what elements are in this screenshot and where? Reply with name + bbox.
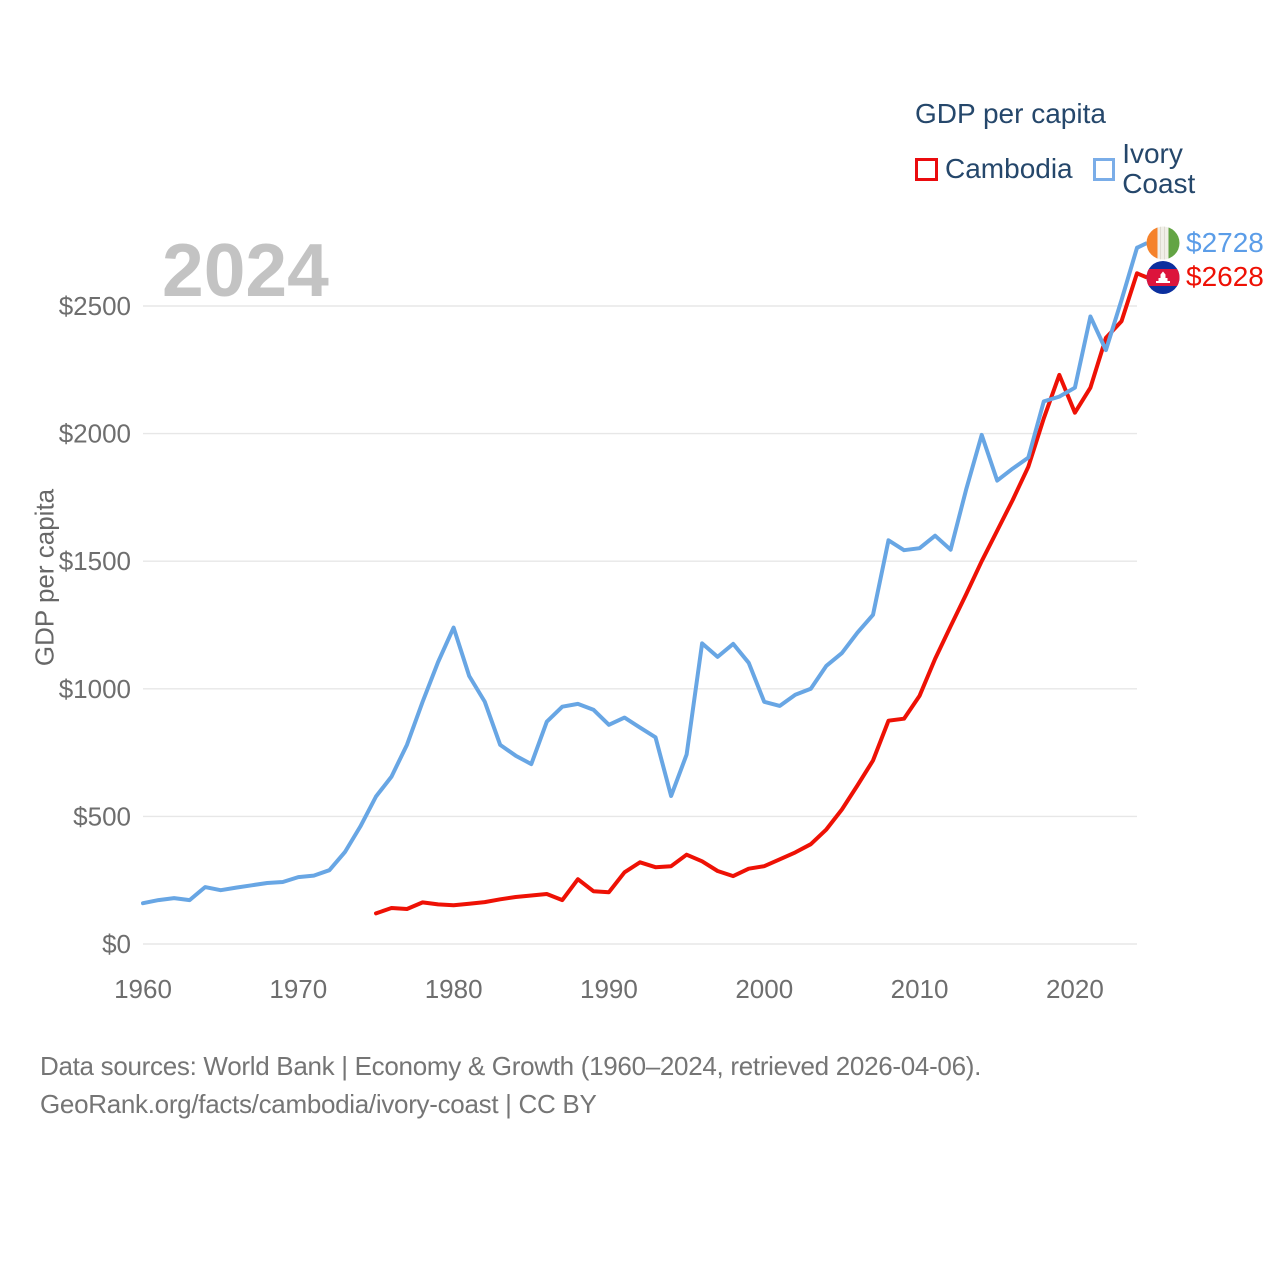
- footer-sources-line: Data sources: World Bank | Economy & Gro…: [40, 1051, 982, 1081]
- legend-title: GDP per capita: [915, 98, 1106, 129]
- legend-item-ivory-coast[interactable]: Ivory Coast: [1092, 138, 1260, 199]
- x-tick-label: 1960: [114, 974, 172, 1004]
- cambodia-connector: [1136, 271, 1148, 280]
- legend-item-cambodia[interactable]: Cambodia: [915, 154, 1073, 184]
- cambodia-flag-icon: [1146, 261, 1180, 294]
- y-tick-label: $2000: [59, 419, 131, 449]
- series-line-cambodia: [374, 271, 1139, 916]
- footer: Data sources: World Bank | Economy & Gro…: [40, 1047, 981, 1123]
- ivory-coast-swatch-icon: [1092, 157, 1116, 181]
- y-tick-label: $0: [102, 929, 131, 959]
- x-tick-label: 2020: [1046, 974, 1104, 1004]
- x-tick-label: 1990: [580, 974, 638, 1004]
- cambodia-end-value: $2628: [1186, 261, 1264, 292]
- x-tick-label: 1970: [269, 974, 327, 1004]
- y-tick-label: $2500: [59, 291, 131, 321]
- footer-attribution-line: GeoRank.org/facts/cambodia/ivory-coast |…: [40, 1089, 597, 1119]
- cambodia-swatch-icon: [915, 157, 938, 181]
- ivory-coast-end-value: $2728: [1186, 227, 1264, 258]
- ivory-coast-flag-icon: [1146, 226, 1180, 260]
- y-axis-title: GDP per capita: [29, 488, 60, 667]
- x-tick-label: 2000: [735, 974, 793, 1004]
- x-tick-label: 1980: [425, 974, 483, 1004]
- y-tick-label: $1500: [59, 546, 131, 576]
- legend-row: Cambodia Ivory Coast: [915, 139, 1280, 199]
- ivory-coast-connector: [1136, 241, 1148, 250]
- year-watermark: 2024: [162, 228, 329, 312]
- y-tick-label: $1000: [59, 674, 131, 704]
- x-tick-label: 2010: [891, 974, 949, 1004]
- series-line-ivory-coast: [141, 245, 1139, 906]
- y-tick-label: $500: [73, 801, 131, 831]
- chart-legend: GDP per capita Cambodia Ivory Coast: [915, 99, 1280, 199]
- legend-label-ivory-coast: Ivory Coast: [1122, 138, 1196, 199]
- legend-label-cambodia: Cambodia: [945, 153, 1073, 184]
